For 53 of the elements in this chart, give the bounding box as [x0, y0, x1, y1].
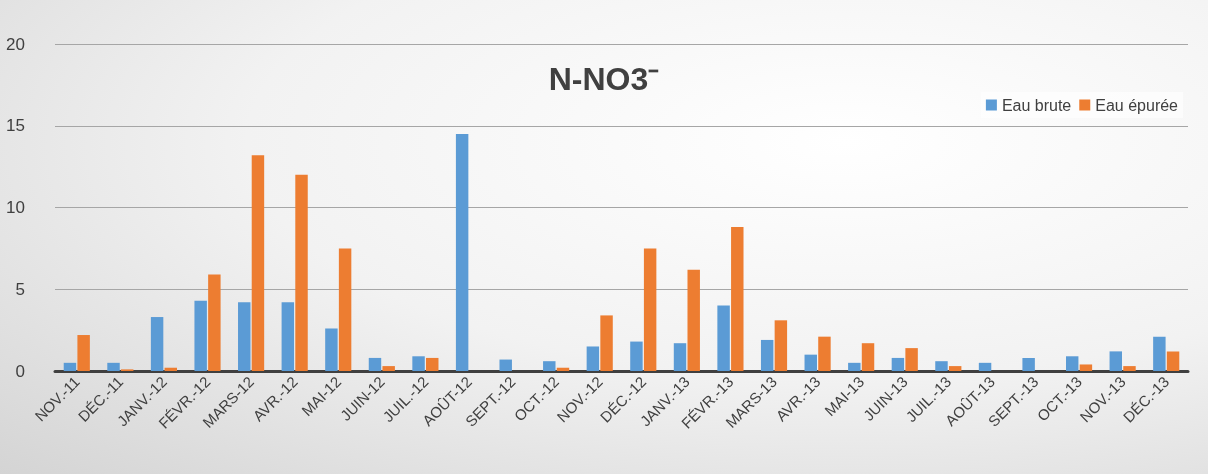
bar — [687, 269, 700, 371]
bar — [760, 339, 774, 371]
bar — [107, 362, 120, 371]
bar — [673, 343, 687, 371]
bar — [1079, 364, 1093, 371]
bar — [717, 305, 730, 371]
bar — [1166, 351, 1180, 371]
y-tick-label: 5 — [15, 279, 25, 299]
bar — [1109, 351, 1123, 371]
bar — [935, 361, 948, 371]
bar — [295, 174, 308, 371]
bar — [1153, 336, 1166, 371]
bar — [499, 359, 512, 371]
bar — [150, 317, 164, 371]
bar — [861, 343, 875, 371]
bar — [455, 133, 469, 371]
bar — [63, 362, 77, 371]
y-tick-label: 20 — [6, 34, 25, 54]
bar — [630, 341, 643, 371]
bar — [1123, 366, 1136, 371]
bar — [238, 302, 251, 371]
y-tick-label: 0 — [15, 361, 25, 381]
bar — [426, 357, 439, 371]
bar — [251, 155, 265, 371]
bar — [978, 362, 992, 371]
text: N-NO3⁻ — [548, 61, 660, 97]
y-tick-label: 10 — [6, 198, 25, 217]
bar — [338, 248, 352, 371]
bar — [382, 366, 395, 371]
y-tick-label: 15 — [6, 116, 25, 136]
bar — [368, 357, 382, 371]
bar — [774, 320, 788, 371]
legend-label: Eau brute — [1001, 96, 1072, 114]
bar — [1022, 357, 1035, 371]
bar — [586, 346, 600, 371]
bar — [891, 357, 905, 371]
bar — [905, 348, 918, 371]
bar — [208, 274, 221, 371]
bar — [731, 227, 744, 371]
bar — [325, 328, 338, 371]
bar — [600, 315, 613, 371]
bar — [412, 356, 425, 371]
bar — [804, 354, 817, 371]
bar — [848, 362, 861, 371]
bar — [818, 336, 831, 371]
bar — [543, 361, 556, 371]
bar — [948, 366, 962, 371]
bar — [77, 335, 90, 371]
legend-label: Eau épurée — [1095, 96, 1179, 114]
bar — [281, 302, 295, 371]
bar — [1065, 356, 1079, 371]
bar — [643, 248, 657, 371]
bar — [194, 300, 207, 371]
